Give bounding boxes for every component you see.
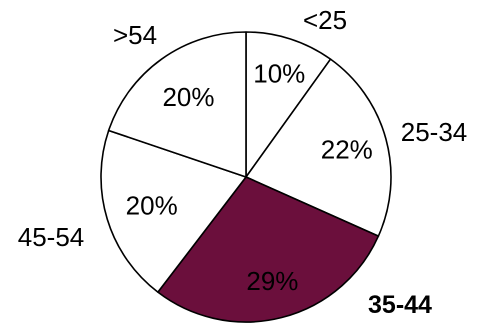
pie-category-label-2: 25-34 — [401, 117, 468, 147]
percent-labels: 10% 22% 29% 20% 20% — [126, 59, 373, 297]
pie-percent-label-4: 20% — [126, 191, 178, 221]
pie-slice-4 — [100, 129, 247, 293]
pie-slice-3 — [157, 176, 380, 323]
pie-percent-label-3: 29% — [246, 266, 298, 296]
pie-percent-label-5: 20% — [162, 82, 214, 112]
pie-slice-2 — [245, 58, 392, 237]
pie-percent-label-2: 22% — [321, 135, 373, 165]
pie-category-label-3: 35-44 — [368, 291, 432, 319]
category-labels: <25 25-34 35-44 45-54 >54 — [18, 5, 468, 319]
pie-category-label-1: <25 — [303, 5, 347, 35]
pie-slice-1 — [245, 31, 332, 178]
pie-slices — [100, 31, 392, 323]
pie-category-label-5: >54 — [113, 20, 157, 50]
pie-percent-label-1: 10% — [253, 59, 305, 89]
pie-slice-5 — [107, 31, 247, 178]
pie-category-label-4: 45-54 — [18, 222, 85, 252]
